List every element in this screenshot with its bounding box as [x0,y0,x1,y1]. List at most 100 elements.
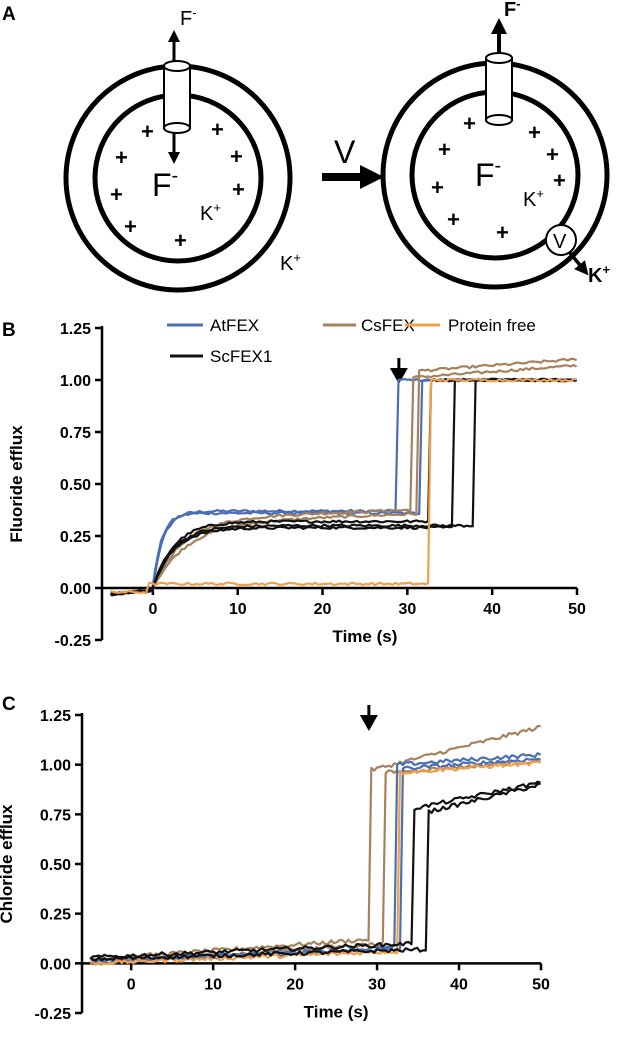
legend-item-scfex1: ScFEX1 [170,347,272,366]
x-tick-label: 20 [314,601,332,618]
series-line [109,364,578,597]
plus-sign: + [115,145,128,170]
y-tick-label: 0.75 [40,807,71,824]
series-line [89,782,541,962]
y-tick-label: 0.50 [40,857,71,874]
legend-label: ScFEX1 [210,347,272,366]
left-potassium-out-label: K+ [280,250,301,275]
series-line [110,377,577,596]
right-fluoride-in-label: F- [475,155,501,193]
plus-sign: + [546,142,559,167]
plus-sign: + [110,182,123,207]
valinomycin-label: V [334,134,356,170]
addition-arrow-icon [359,715,378,731]
panel-b: B AtFEX CsFEX Protein free ScFEX1 -0.25 0… [2,316,586,650]
plus-sign: + [232,177,245,202]
valinomycin-carrier-label: V [553,231,567,253]
legend-label: Protein free [448,316,536,335]
plus-sign: + [438,137,451,162]
x-tick-label: 30 [368,976,386,993]
plus-sign: + [141,119,154,144]
y-tick-label: 0.25 [60,529,91,546]
y-tick-label: 0.25 [40,907,71,924]
plus-sign: + [447,207,460,232]
panel-a-letter: A [2,4,16,25]
x-tick-label: 30 [398,601,416,618]
potassium-efflux-arrow-icon [568,251,589,276]
right-vesicle: F- F- K+ V K+ + + + + + + + + [380,0,610,290]
series-line [89,780,542,960]
legend-item-protein-free: Protein free [405,316,536,335]
legend-label: AtFEX [210,316,259,335]
plus-sign: + [553,168,566,193]
plus-sign: + [230,144,243,169]
left-fluoride-in-label: F- [152,165,178,203]
right-plus-signs: + + + + + + + + [431,111,566,245]
panel-b-letter: B [2,320,16,341]
y-tick-label: 1.25 [60,321,91,338]
series-line [90,724,541,962]
x-axis-label: Time (s) [333,627,398,646]
y-axis-label: Fluoride efflux [7,425,26,543]
plus-sign: + [431,175,444,200]
x-tick-label: 10 [204,976,222,993]
panel-c-letter: C [2,694,16,715]
panel-b-legend: AtFEX CsFEX Protein free ScFEX1 [167,316,536,366]
valinomycin-addition-arrow: V [322,134,384,189]
y-axis-label: Chloride efflux [0,804,16,924]
fluoride-efflux-chart: -0.25 0.00 0.25 0.50 0.75 1.00 1.25 0 10 20 30 40 50… [7,321,586,650]
plus-sign: + [463,111,476,136]
plus-sign: + [528,120,541,145]
valinomycin-carrier-icon: V [545,224,577,256]
panel-a-diagram: A F- F- K+ K+ + + + + + + [2,0,610,293]
series-line [110,377,577,596]
y-tick-label: 0.00 [60,581,91,598]
y-tick-label: 0.50 [60,477,91,494]
plus-sign: + [496,220,509,245]
series-line [110,357,578,596]
left-potassium-in-label: K+ [200,200,221,225]
right-channel-icon [485,52,513,126]
legend-item-csfex: CsFEX [323,316,415,335]
y-tick-label: 1.00 [40,758,71,775]
x-tick-label: 50 [568,601,586,618]
right-fluoride-out-label: F- [504,0,521,21]
chloride-efflux-chart: -0.25 0.00 0.25 0.50 0.75 1.00 1.25 0 10 20 30 40 50… [0,705,550,1023]
y-tick-label: -0.25 [55,633,92,650]
series-line [110,377,577,596]
plus-sign: + [124,214,137,239]
plus-sign: + [174,228,187,253]
series-line [89,757,541,964]
legend-item-atfex: AtFEX [167,316,259,335]
series-line [90,760,541,966]
y-tick-label: 0.00 [40,956,71,973]
x-tick-label: 20 [286,976,304,993]
panel-c: C -0.25 0.00 0.25 0.50 0.75 1.00 1.25 0 10 20 30 40… [0,694,550,1023]
series-line [110,377,577,596]
x-tick-label: 0 [127,976,136,993]
series-line [89,752,542,964]
y-tick-label: 1.00 [60,373,91,390]
series-line [110,377,577,597]
series-line [89,758,542,966]
legend-label: CsFEX [361,316,415,335]
right-potassium-in-label: K+ [523,186,544,211]
x-tick-label: 50 [532,976,550,993]
x-tick-label: 0 [148,601,157,618]
addition-arrow-icon [389,368,408,384]
x-tick-label: 40 [483,601,501,618]
plus-sign: + [211,117,224,142]
left-vesicle: F- F- K+ K+ + + + + + + + + [63,5,301,293]
x-tick-label: 10 [229,601,247,618]
y-tick-label: -0.25 [35,1006,72,1023]
series-line [110,377,577,595]
y-tick-label: 1.25 [40,708,71,725]
left-plus-signs: + + + + + + + + [110,117,245,253]
right-potassium-out-label: K+ [588,262,610,287]
x-tick-label: 40 [450,976,468,993]
y-tick-label: 0.75 [60,425,91,442]
x-axis-label: Time (s) [304,1002,369,1021]
left-fluoride-out-label: F- [180,5,197,30]
left-channel-icon [163,60,191,134]
